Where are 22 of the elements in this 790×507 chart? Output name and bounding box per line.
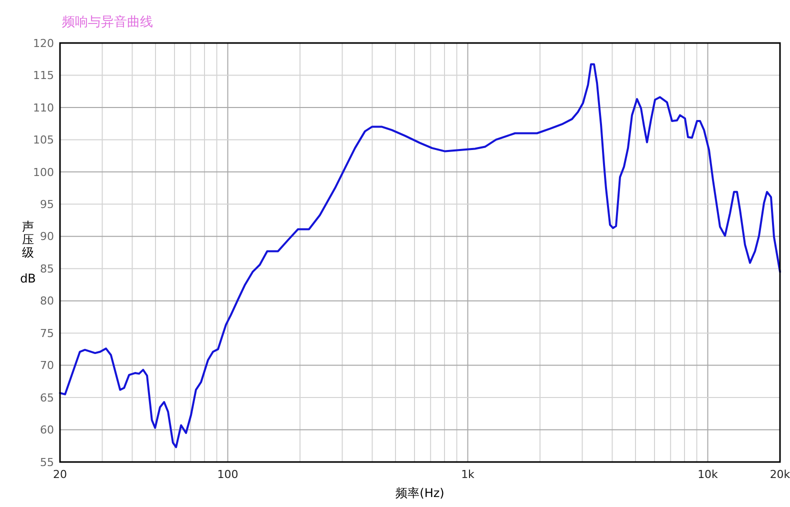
x-axis-title: 频率(Hz) xyxy=(396,486,444,500)
y-tick-label: 115 xyxy=(33,69,54,82)
x-tick-label: 20 xyxy=(53,468,67,481)
y-tick-label: 60 xyxy=(40,424,54,437)
y-tick-label: 90 xyxy=(40,230,54,244)
y-tick-label: 105 xyxy=(33,134,54,147)
x-tick-label: 1k xyxy=(461,468,476,481)
x-tick-label: 10k xyxy=(698,468,719,481)
y-tick-label: 95 xyxy=(40,198,54,212)
y-axis-title: 声压级 dB xyxy=(20,220,36,286)
y-tick-label: 100 xyxy=(33,166,54,179)
chart-title: 频响与异音曲线 xyxy=(62,15,153,30)
y-tick-label: 120 xyxy=(33,36,54,50)
y-tick-label: 75 xyxy=(40,326,54,340)
y-tick-label: 55 xyxy=(40,456,54,469)
x-tick-label: 100 xyxy=(217,468,238,481)
y-tick-label: 65 xyxy=(40,391,54,404)
y-tick-label: 110 xyxy=(33,101,54,114)
y-tick-label: 85 xyxy=(40,262,54,276)
y-tick-label: 70 xyxy=(40,359,54,372)
y-tick-label: 80 xyxy=(40,294,54,308)
x-tick-label: 20k xyxy=(770,468,790,481)
